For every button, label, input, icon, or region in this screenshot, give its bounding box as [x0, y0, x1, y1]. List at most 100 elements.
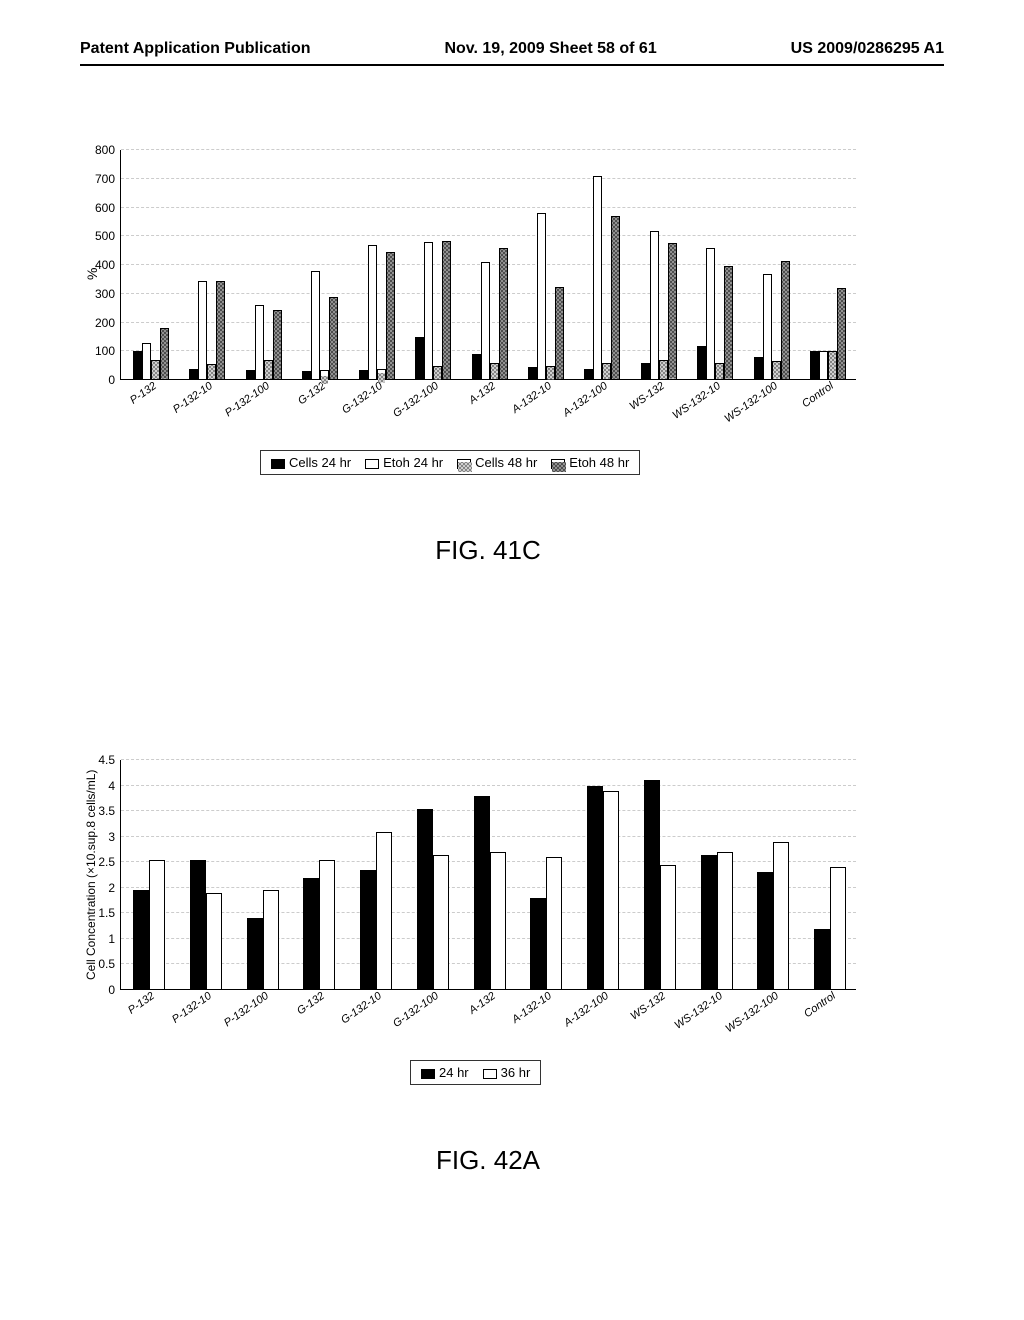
legend-swatch — [421, 1069, 435, 1079]
ytick: 300 — [95, 287, 121, 301]
bar — [386, 252, 395, 380]
bar — [602, 363, 611, 380]
bar — [142, 343, 151, 380]
fig42a-legend: 24 hr 36 hr — [410, 1060, 541, 1085]
legend-swatch — [483, 1069, 497, 1079]
legend-swatch — [365, 459, 379, 469]
header-right: US 2009/0286295 A1 — [791, 40, 944, 58]
gridline — [121, 178, 856, 179]
header-rule — [80, 64, 944, 66]
bar — [246, 370, 255, 380]
bar — [810, 351, 819, 380]
bar — [724, 266, 733, 380]
gridline — [121, 785, 856, 786]
gridline — [121, 149, 856, 150]
bar — [376, 832, 392, 990]
legend-label: Etoh 48 hr — [569, 455, 629, 470]
xlabel: Control — [800, 380, 836, 410]
bar — [830, 867, 846, 990]
bar — [546, 366, 555, 380]
legend-label: Cells 48 hr — [475, 455, 537, 470]
xlabel: P-132 — [128, 380, 159, 407]
xlabel: WS-132-10 — [671, 380, 723, 422]
xlabel: WS-132 — [627, 380, 666, 413]
xlabel: Control — [802, 990, 838, 1020]
gridline — [121, 235, 856, 236]
ytick: 500 — [95, 229, 121, 243]
bar — [433, 855, 449, 990]
bar — [474, 796, 490, 990]
bar — [772, 361, 781, 380]
bar — [302, 371, 311, 380]
xlabel: G-132-10 — [339, 990, 384, 1026]
legend-swatch — [457, 459, 471, 469]
xlabel: P-132-100 — [223, 380, 272, 419]
bar — [499, 248, 508, 380]
ytick: 2 — [108, 881, 121, 895]
legend-item: 24 hr — [421, 1065, 469, 1080]
xlabel: G-132-100 — [391, 380, 441, 420]
ytick: 0.5 — [98, 957, 121, 971]
xlabel: P-132-10 — [171, 380, 215, 416]
bar — [773, 842, 789, 990]
ytick: 200 — [95, 316, 121, 330]
bar — [255, 305, 264, 380]
bar — [715, 363, 724, 380]
page-header: Patent Application Publication Nov. 19, … — [80, 40, 944, 58]
xlabel: P-132-100 — [221, 990, 270, 1029]
bar — [603, 791, 619, 990]
bar — [555, 287, 564, 380]
legend-item: Cells 24 hr — [271, 455, 351, 470]
xlabel: P-132 — [126, 990, 157, 1017]
bar — [311, 271, 320, 380]
bar — [706, 248, 715, 380]
bar — [587, 786, 603, 990]
ytick: 0 — [108, 983, 121, 997]
xlabel: A-132-100 — [562, 990, 611, 1029]
bar — [133, 890, 149, 990]
bar — [415, 337, 424, 380]
figure-42a: Cell Concentration (×10.sup.8 cells/mL) … — [120, 760, 856, 1176]
legend-label: Etoh 24 hr — [383, 455, 443, 470]
xlabel: P-132-10 — [170, 990, 214, 1026]
bar — [264, 360, 273, 380]
ytick: 1.5 — [98, 906, 121, 920]
ytick: 700 — [95, 172, 121, 186]
bar — [717, 852, 733, 990]
bar — [442, 241, 451, 380]
bar — [273, 310, 282, 380]
legend-swatch — [271, 459, 285, 469]
fig42a-caption: FIG. 42A — [120, 1145, 856, 1176]
bar — [819, 351, 828, 380]
legend-swatch — [551, 459, 565, 469]
bar — [668, 243, 677, 380]
fig42a-chart-area: 00.511.522.533.544.5P-132P-132-10P-132-1… — [120, 760, 856, 990]
xlabel: WS-132-10 — [672, 990, 724, 1032]
bar — [828, 351, 837, 380]
bar — [424, 242, 433, 380]
bar — [584, 369, 593, 381]
bar — [781, 261, 790, 380]
bar — [697, 346, 706, 381]
bar — [303, 878, 319, 990]
bar — [160, 328, 169, 380]
bar — [263, 890, 279, 990]
bar — [216, 281, 225, 380]
bar — [319, 860, 335, 990]
ytick: 3 — [108, 830, 121, 844]
bar — [190, 860, 206, 990]
bar — [133, 351, 142, 380]
xlabel: A-132-10 — [510, 380, 554, 416]
bar — [206, 893, 222, 990]
bar — [481, 262, 490, 380]
xlabel: A-132-100 — [561, 380, 610, 419]
bar — [198, 281, 207, 380]
bar — [207, 364, 216, 380]
bar — [359, 370, 368, 380]
legend-item: 36 hr — [483, 1065, 531, 1080]
xlabel: A-132 — [466, 380, 497, 407]
bar — [660, 865, 676, 990]
bar — [490, 363, 499, 380]
gridline — [121, 759, 856, 760]
xlabel: G-132-100 — [391, 990, 441, 1030]
